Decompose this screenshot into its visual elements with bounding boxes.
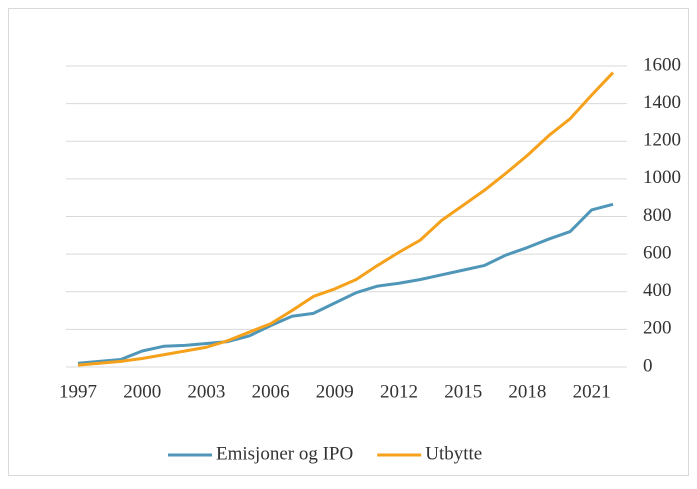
y-tick-label: 1200 bbox=[643, 130, 681, 151]
series-line bbox=[77, 202, 614, 365]
y-tick-label: 1600 bbox=[643, 54, 681, 75]
x-tick-label: 2012 bbox=[380, 381, 418, 402]
x-tick-label: 2000 bbox=[123, 381, 161, 402]
x-tick-label: 2003 bbox=[187, 381, 225, 402]
x-tick-label: 2006 bbox=[252, 381, 290, 402]
y-tick-label: 400 bbox=[643, 280, 672, 301]
y-tick-label: 0 bbox=[643, 355, 653, 376]
y-tick-label: 200 bbox=[643, 318, 672, 339]
x-tick-label: 1997 bbox=[59, 381, 97, 402]
y-tick-label: 800 bbox=[643, 205, 672, 226]
x-tick-label: 2021 bbox=[573, 381, 611, 402]
y-tick-label: 1400 bbox=[643, 92, 681, 113]
series-line bbox=[77, 71, 615, 367]
y-tick-label: 1000 bbox=[643, 167, 681, 188]
x-tick-label: 2018 bbox=[508, 381, 546, 402]
y-tick-label: 600 bbox=[643, 242, 672, 263]
chart-frame bbox=[8, 8, 689, 476]
x-tick-label: 2015 bbox=[444, 381, 482, 402]
x-tick-label: 2009 bbox=[316, 381, 354, 402]
legend-label: Emisjoner og IPO bbox=[216, 443, 353, 464]
legend-label: Utbytte bbox=[425, 443, 482, 464]
